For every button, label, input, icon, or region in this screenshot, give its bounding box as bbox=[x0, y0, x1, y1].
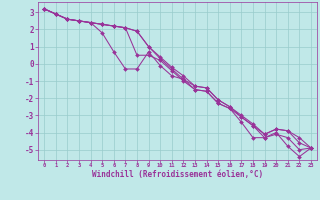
X-axis label: Windchill (Refroidissement éolien,°C): Windchill (Refroidissement éolien,°C) bbox=[92, 170, 263, 179]
